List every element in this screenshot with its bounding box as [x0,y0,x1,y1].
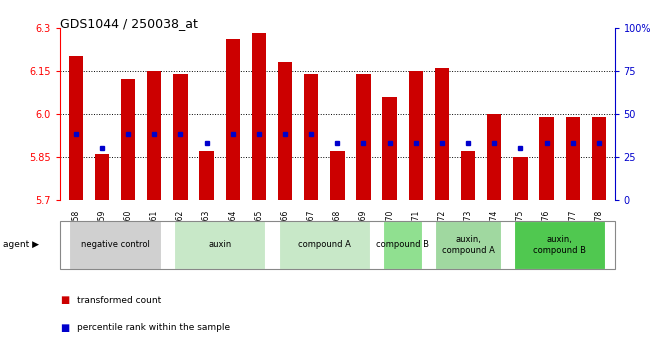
Text: transformed count: transformed count [77,296,161,305]
Bar [461,151,476,200]
Bar [147,71,162,200]
Bar [252,33,266,200]
Bar [199,151,214,200]
Text: auxin,
compound A: auxin, compound A [442,235,494,255]
Text: ■: ■ [60,295,69,305]
Text: auxin,
compound B: auxin, compound B [533,235,586,255]
Text: percentile rank within the sample: percentile rank within the sample [77,323,230,332]
Bar [304,73,319,200]
Text: GDS1044 / 250038_at: GDS1044 / 250038_at [60,17,198,30]
Text: ■: ■ [60,323,69,333]
Text: negative control: negative control [81,240,150,249]
Text: agent ▶: agent ▶ [3,240,39,249]
Bar [513,157,528,200]
Bar [539,117,554,200]
Bar [356,73,371,200]
Bar [173,73,188,200]
Bar [69,56,83,200]
Text: auxin: auxin [208,240,231,249]
Text: compound A: compound A [298,240,351,249]
Bar [226,39,240,200]
Bar [566,117,580,200]
Bar [409,71,423,200]
Text: compound B: compound B [376,240,430,249]
Bar [487,114,502,200]
Bar [330,151,345,200]
Bar [383,97,397,200]
Bar [592,117,606,200]
Bar [278,62,292,200]
Bar [121,79,136,200]
Bar [95,154,109,200]
Bar [435,68,449,200]
